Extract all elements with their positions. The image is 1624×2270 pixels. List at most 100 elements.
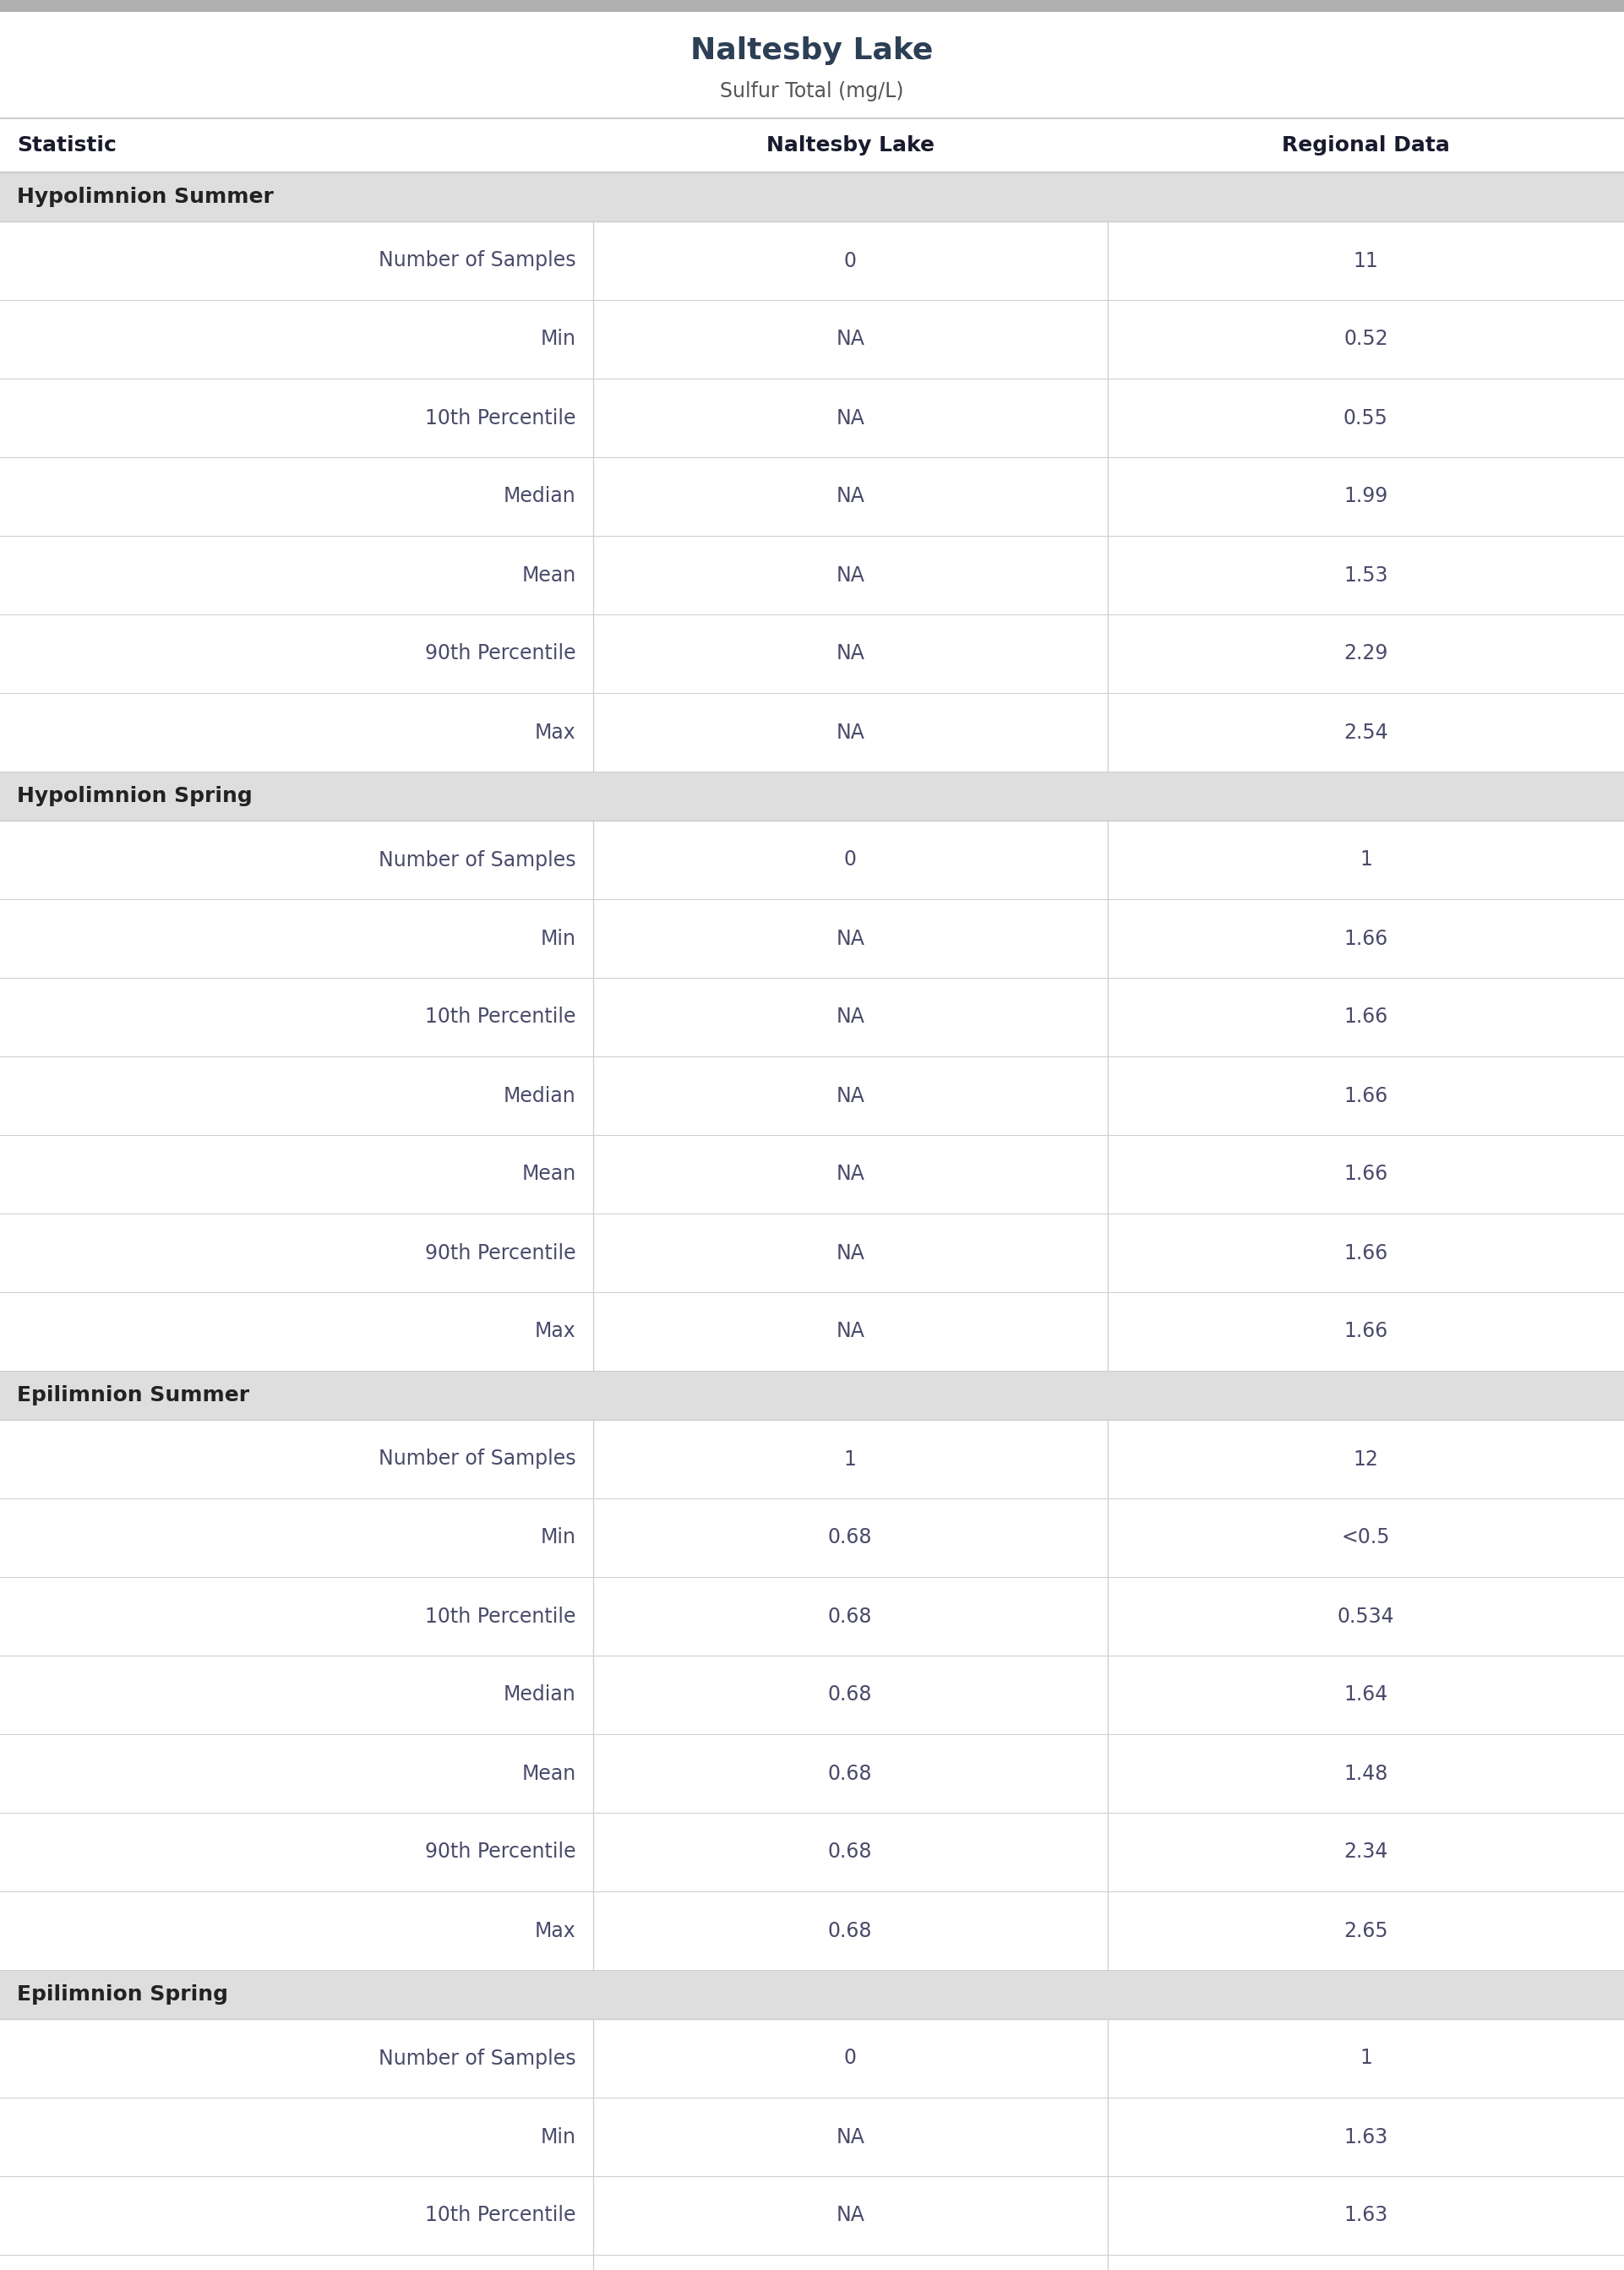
Text: 1.48: 1.48: [1343, 1764, 1389, 1784]
Text: 0.68: 0.68: [828, 1841, 872, 1861]
Text: Number of Samples: Number of Samples: [378, 250, 577, 270]
Text: 0.534: 0.534: [1337, 1607, 1395, 1625]
Bar: [0, 1578, 1624, 1655]
Text: <0.5: <0.5: [1341, 1528, 1390, 1548]
Bar: [0, 379, 1624, 456]
Text: NA: NA: [836, 645, 864, 663]
Text: Hypolimnion Summer: Hypolimnion Summer: [16, 186, 274, 207]
Bar: [0, 1655, 1624, 1734]
Text: NA: NA: [836, 1085, 864, 1105]
Text: NA: NA: [836, 1242, 864, 1262]
Bar: [0, 173, 1624, 222]
Text: 1.66: 1.66: [1343, 1008, 1389, 1028]
Text: 1.53: 1.53: [1343, 565, 1389, 586]
Text: Statistic: Statistic: [16, 136, 117, 157]
Text: 12: 12: [1353, 1448, 1379, 1469]
Bar: [0, 1371, 1624, 1419]
Text: NA: NA: [836, 1008, 864, 1028]
Text: 10th Percentile: 10th Percentile: [425, 2206, 577, 2225]
Text: 0.52: 0.52: [1343, 329, 1389, 350]
Text: Naltesby Lake: Naltesby Lake: [690, 36, 934, 66]
Bar: [0, 1292, 1624, 1371]
Text: Median: Median: [503, 486, 577, 506]
Text: 2.65: 2.65: [1343, 1920, 1389, 1941]
Bar: [0, 692, 1624, 772]
Text: 0.68: 0.68: [828, 1684, 872, 1705]
Text: 1.64: 1.64: [1343, 1684, 1389, 1705]
Bar: [0, 899, 1624, 978]
Text: 1: 1: [1359, 849, 1372, 869]
Bar: [0, 118, 1624, 173]
Text: Min: Min: [541, 928, 577, 949]
Text: 10th Percentile: 10th Percentile: [425, 1008, 577, 1028]
Bar: [0, 1419, 1624, 1498]
Bar: [0, 2254, 1624, 2270]
Text: 90th Percentile: 90th Percentile: [425, 645, 577, 663]
Text: Min: Min: [541, 329, 577, 350]
Bar: [0, 456, 1624, 536]
Text: 11: 11: [1353, 250, 1379, 270]
Bar: [0, 2177, 1624, 2254]
Bar: [0, 1734, 1624, 1814]
Text: 1.99: 1.99: [1343, 486, 1389, 506]
Text: 0.55: 0.55: [1343, 409, 1389, 429]
Text: Max: Max: [534, 1321, 577, 1342]
Text: 10th Percentile: 10th Percentile: [425, 409, 577, 429]
Text: 0.68: 0.68: [828, 1607, 872, 1625]
Text: Number of Samples: Number of Samples: [378, 2048, 577, 2068]
Text: Mean: Mean: [521, 565, 577, 586]
Text: 90th Percentile: 90th Percentile: [425, 1242, 577, 1262]
Text: 2.54: 2.54: [1343, 722, 1389, 742]
Text: 1.66: 1.66: [1343, 1321, 1389, 1342]
Text: Mean: Mean: [521, 1165, 577, 1185]
Text: NA: NA: [836, 722, 864, 742]
Text: Sulfur Total (mg/L): Sulfur Total (mg/L): [719, 82, 905, 102]
Text: Min: Min: [541, 2127, 577, 2147]
Text: 1.66: 1.66: [1343, 1165, 1389, 1185]
Bar: [0, 2018, 1624, 2097]
Bar: [0, 0, 1624, 11]
Text: 1.63: 1.63: [1343, 2206, 1389, 2225]
Text: Mean: Mean: [521, 1764, 577, 1784]
Text: NA: NA: [836, 2206, 864, 2225]
Text: 2.29: 2.29: [1343, 645, 1389, 663]
Text: NA: NA: [836, 1321, 864, 1342]
Text: 1.66: 1.66: [1343, 1242, 1389, 1262]
Text: Epilimnion Spring: Epilimnion Spring: [16, 1984, 227, 2004]
Bar: [0, 300, 1624, 379]
Text: 0: 0: [844, 250, 856, 270]
Bar: [0, 1891, 1624, 1970]
Text: 1.66: 1.66: [1343, 1085, 1389, 1105]
Bar: [0, 615, 1624, 692]
Text: NA: NA: [836, 409, 864, 429]
Text: 0: 0: [844, 849, 856, 869]
Text: NA: NA: [836, 486, 864, 506]
Bar: [0, 1056, 1624, 1135]
Text: Max: Max: [534, 1920, 577, 1941]
Bar: [0, 772, 1624, 822]
Text: NA: NA: [836, 1165, 864, 1185]
Text: Regional Data: Regional Data: [1281, 136, 1450, 157]
Text: Number of Samples: Number of Samples: [378, 1448, 577, 1469]
Bar: [0, 536, 1624, 615]
Bar: [0, 2097, 1624, 2177]
Bar: [0, 822, 1624, 899]
Bar: [0, 1135, 1624, 1214]
Text: 0: 0: [844, 2048, 856, 2068]
Text: Median: Median: [503, 1684, 577, 1705]
Text: Median: Median: [503, 1085, 577, 1105]
Text: Max: Max: [534, 722, 577, 742]
Text: Epilimnion Summer: Epilimnion Summer: [16, 1385, 250, 1405]
Bar: [0, 1214, 1624, 1292]
Text: 1.66: 1.66: [1343, 928, 1389, 949]
Bar: [0, 978, 1624, 1056]
Text: NA: NA: [836, 329, 864, 350]
Text: 90th Percentile: 90th Percentile: [425, 1841, 577, 1861]
Text: 0.68: 0.68: [828, 1528, 872, 1548]
Text: 10th Percentile: 10th Percentile: [425, 1607, 577, 1625]
Text: 0.68: 0.68: [828, 1920, 872, 1941]
Text: Number of Samples: Number of Samples: [378, 849, 577, 869]
Bar: [0, 222, 1624, 300]
Text: NA: NA: [836, 928, 864, 949]
Text: 0.68: 0.68: [828, 1764, 872, 1784]
